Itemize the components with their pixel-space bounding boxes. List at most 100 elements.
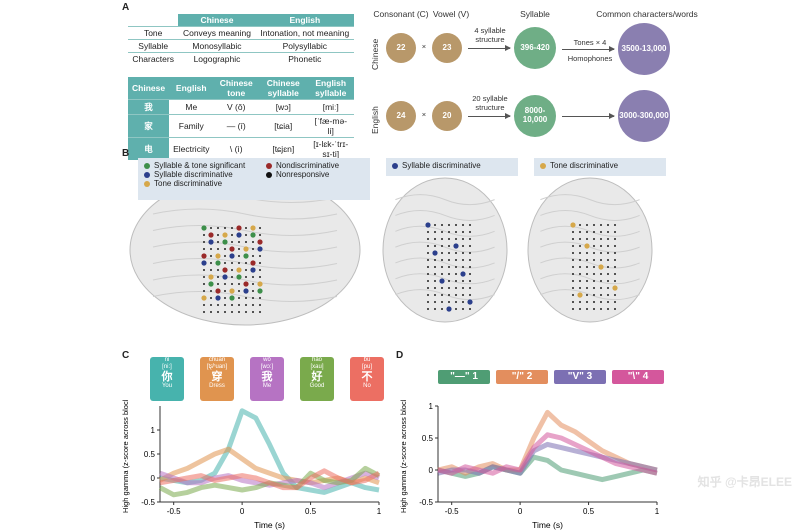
electrode bbox=[243, 288, 249, 294]
table-cell: Logographic bbox=[178, 52, 256, 65]
electrode bbox=[245, 262, 247, 264]
electrode bbox=[210, 262, 212, 264]
electrode bbox=[593, 245, 595, 247]
electrode bbox=[203, 234, 205, 236]
electrode bbox=[586, 273, 588, 275]
table-cell: [miː] bbox=[307, 99, 354, 115]
electrode bbox=[222, 239, 228, 245]
table-cell: 电 bbox=[128, 137, 170, 160]
electrode bbox=[462, 287, 464, 289]
electrode bbox=[448, 224, 450, 226]
electrode bbox=[448, 266, 450, 268]
electrode bbox=[441, 273, 443, 275]
electrode bbox=[448, 294, 450, 296]
electrode bbox=[455, 273, 457, 275]
electrode bbox=[434, 231, 436, 233]
english-structure-label: 20 syllable structure bbox=[472, 94, 508, 112]
chinese-arrow-2 bbox=[562, 46, 615, 52]
electrode bbox=[579, 259, 581, 261]
table-row: Syllable Monosyllabic Polysyllabic bbox=[128, 39, 354, 53]
table-cell: Conveys meaning bbox=[178, 26, 256, 40]
electrode bbox=[462, 259, 464, 261]
electrode bbox=[579, 252, 581, 254]
x-tick-label: 0 bbox=[518, 507, 523, 516]
y-tick-label: -0.5 bbox=[141, 498, 155, 507]
syllable-chip: chuān [tʂʰuan] 穿 Dress bbox=[200, 357, 234, 401]
english-consonant-count: 24 bbox=[386, 101, 416, 131]
english-vowel-count: 20 bbox=[432, 101, 462, 131]
table-cell: [ɪ-lɛk-ˈtrɪ-sɪ-ti] bbox=[307, 137, 354, 160]
electrode bbox=[455, 259, 457, 261]
electrode bbox=[252, 304, 254, 306]
electrode bbox=[614, 224, 616, 226]
electrode bbox=[572, 280, 574, 282]
electrode bbox=[614, 294, 616, 296]
panel-label-a: A bbox=[122, 2, 130, 13]
electrode bbox=[614, 259, 616, 261]
electrode bbox=[222, 267, 228, 273]
syllable-char: 你 bbox=[161, 371, 173, 384]
electrode bbox=[208, 281, 214, 287]
electrode bbox=[469, 280, 471, 282]
electrode bbox=[434, 301, 436, 303]
electrode bbox=[441, 245, 443, 247]
table-row: 我 Me V (ǒ) [wɔ] [miː] bbox=[128, 99, 354, 115]
electrode bbox=[607, 301, 609, 303]
electrode bbox=[467, 299, 473, 305]
chinese-structure-label: 4 syllable structure bbox=[474, 26, 506, 44]
electrode bbox=[607, 273, 609, 275]
electrode bbox=[432, 250, 438, 256]
chinese-row-label: Chinese bbox=[370, 38, 380, 70]
electrode bbox=[252, 290, 254, 292]
electrode bbox=[593, 266, 595, 268]
electrode bbox=[600, 252, 602, 254]
syllable-pinyin: hǎo bbox=[311, 357, 322, 363]
table-header bbox=[128, 14, 179, 27]
electrode bbox=[572, 259, 574, 261]
common-words-header: Common characters/words bbox=[596, 9, 698, 19]
electrode bbox=[586, 294, 588, 296]
electrode bbox=[203, 269, 205, 271]
legend-syllable-tone: Syllable & tone significant Syllable dis… bbox=[138, 158, 370, 200]
electrode bbox=[259, 255, 261, 257]
x-axis-label: Time (s) bbox=[254, 520, 285, 530]
electrode bbox=[593, 231, 595, 233]
electrode bbox=[231, 234, 233, 236]
electrode bbox=[224, 290, 226, 292]
electrode bbox=[210, 248, 212, 250]
electrode bbox=[455, 308, 457, 310]
electrode bbox=[600, 301, 602, 303]
electrode bbox=[245, 234, 247, 236]
watermark: 知乎 @卡昂ELEE bbox=[697, 475, 792, 489]
syllable-char: 不 bbox=[361, 371, 373, 384]
electrode bbox=[579, 287, 581, 289]
syllable-chip: hǎo [xau] 好 Good bbox=[300, 357, 334, 401]
table-row: 家 Family — (ī) [tɕia] [ˈfæ-mə-li] bbox=[128, 114, 354, 138]
electrode bbox=[607, 231, 609, 233]
electrode bbox=[231, 262, 233, 264]
word-example-table: Chinese English Chinese tone Chinese syl… bbox=[128, 77, 354, 160]
electrode bbox=[201, 225, 207, 231]
electrode bbox=[252, 248, 254, 250]
electrode bbox=[203, 276, 205, 278]
electrode bbox=[455, 266, 457, 268]
electrode bbox=[250, 260, 256, 266]
electrode bbox=[586, 238, 588, 240]
electrode bbox=[427, 245, 429, 247]
electrode bbox=[245, 227, 247, 229]
electrode bbox=[217, 269, 219, 271]
electrode bbox=[600, 280, 602, 282]
electrode bbox=[462, 252, 464, 254]
legend-dot bbox=[144, 171, 150, 178]
legend-dot bbox=[266, 162, 272, 169]
electrode bbox=[607, 294, 609, 296]
chinese-arrow-1 bbox=[468, 45, 511, 51]
electrode bbox=[455, 231, 457, 233]
english-arrow-1 bbox=[468, 113, 511, 119]
electrode bbox=[441, 259, 443, 261]
table-cell: Me bbox=[169, 99, 214, 115]
table-cell: — (ī) bbox=[213, 114, 260, 138]
electrode bbox=[586, 308, 588, 310]
electrode bbox=[469, 238, 471, 240]
electrode bbox=[259, 262, 261, 264]
